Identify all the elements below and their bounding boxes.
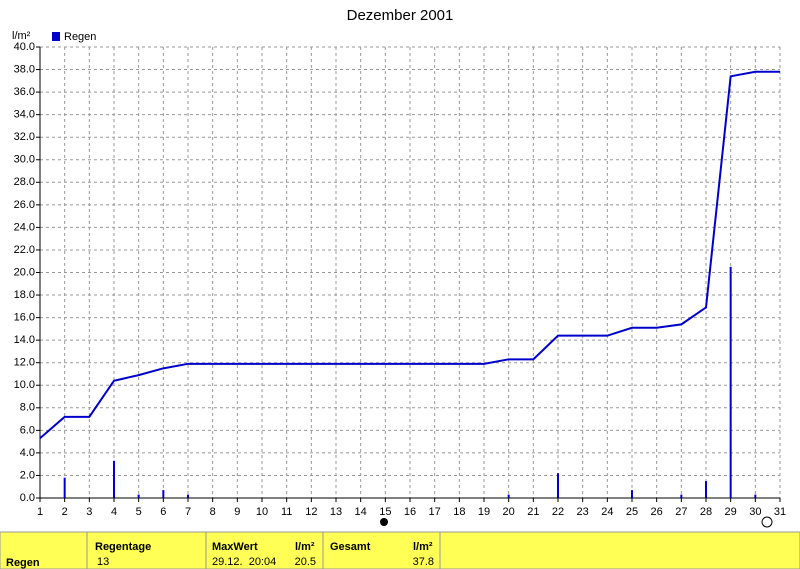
table-bg [0,531,800,569]
bar [113,460,115,498]
marker-open [761,516,773,528]
x-tick-label: 2 [62,506,68,518]
column-header: Regentage [95,541,151,553]
bar [507,494,510,498]
x-tick-label: 25 [626,506,638,518]
y-tick-label: 10.0 [14,379,35,391]
x-tick-label: 26 [651,506,663,518]
cell-value: 20.5 [295,556,316,568]
y-axis-label: l/m² [12,30,31,42]
x-tick-label: 15 [379,506,391,518]
column-header: Gesamt [330,541,371,553]
x-tick-label: 11 [281,506,292,518]
column-unit: l/m² [413,541,433,553]
column-header: MaxWert [212,541,258,553]
y-tick-label: 18.0 [14,289,35,301]
x-tick-label: 29 [725,506,737,518]
y-tick-label: 2.0 [20,469,35,481]
summary-table: Regen Regentage 13 MaxWert l/m² 29.12. 2… [0,531,800,569]
bar [705,481,707,498]
x-tick-label: 1 [37,506,43,518]
x-tick-label: 27 [675,506,687,518]
y-tick-label: 12.0 [14,357,35,369]
x-tick-label: 23 [577,506,589,518]
x-tick-label: 20 [503,506,515,518]
x-tick-label: 3 [86,506,92,518]
y-tick-label: 36.0 [14,86,35,98]
y-tick-label: 0.0 [20,492,35,504]
x-tick-label: 24 [601,506,613,518]
x-tick-label: 6 [160,506,166,518]
x-tick-label: 31 [774,506,786,518]
bar [162,490,165,498]
y-tick-label: 22.0 [14,244,35,256]
cell-value: 13 [97,556,109,568]
bar [680,494,683,498]
x-tick-label: 21 [527,506,539,518]
line [39,70,780,439]
y-tick-label: 24.0 [14,221,35,233]
x-tick-label: 4 [111,506,117,518]
y-tick-label: 14.0 [14,334,35,346]
y-tick-label: 40.0 [14,41,35,53]
cell-time: 29.12. 20:04 [212,556,276,568]
x-tick-label: 14 [355,506,367,518]
x-tick-label: 16 [404,506,416,518]
row-label: Regen [6,557,40,569]
x-tick-label: 13 [330,506,342,518]
chart-title: Dezember 2001 [347,7,454,24]
legend-label: Regen [64,31,96,43]
y-tick-label: 34.0 [14,109,35,121]
x-tick-label: 30 [749,506,761,518]
bar [63,477,66,498]
y-tick-label: 26.0 [14,199,35,211]
x-tick-label: 12 [305,506,317,518]
x-tick-label: 5 [136,506,142,518]
y-tick-label: 38.0 [14,63,35,75]
x-tick-label: 7 [185,506,191,518]
x-tick-label: 19 [478,506,490,518]
y-tick-label: 30.0 [14,154,35,166]
x-tick-label: 18 [453,506,465,518]
x-tick-label: 28 [700,506,712,518]
x-tick-label: 10 [256,506,268,518]
cell-value: 37.8 [413,556,434,568]
marker-filled [380,518,388,526]
bar [137,494,140,498]
bar [754,494,757,498]
y-tick-label: 8.0 [20,402,35,414]
y-tick-label: 6.0 [20,424,35,436]
x-tick-label: 22 [552,506,564,518]
bar [187,494,189,498]
bar [631,490,633,498]
y-tick-label: 4.0 [20,447,35,459]
plot: 0.0 2.0 4.0 6.0 8.0 10.0 12.0 14.0 16.0 18.0 20.0 2… [14,31,787,518]
y-tick-label: 32.0 [14,131,35,143]
column-unit: l/m² [295,541,315,553]
y-tick-label: 16.0 [14,312,35,324]
bar [729,266,732,498]
legend-swatch [52,32,60,41]
y-tick-label: 20.0 [14,266,35,278]
x-tick-label: 8 [210,506,216,518]
x-tick-label: 17 [429,506,441,518]
bar [557,473,559,498]
y-tick-label: 28.0 [14,176,35,188]
x-tick-label: 9 [234,506,240,518]
